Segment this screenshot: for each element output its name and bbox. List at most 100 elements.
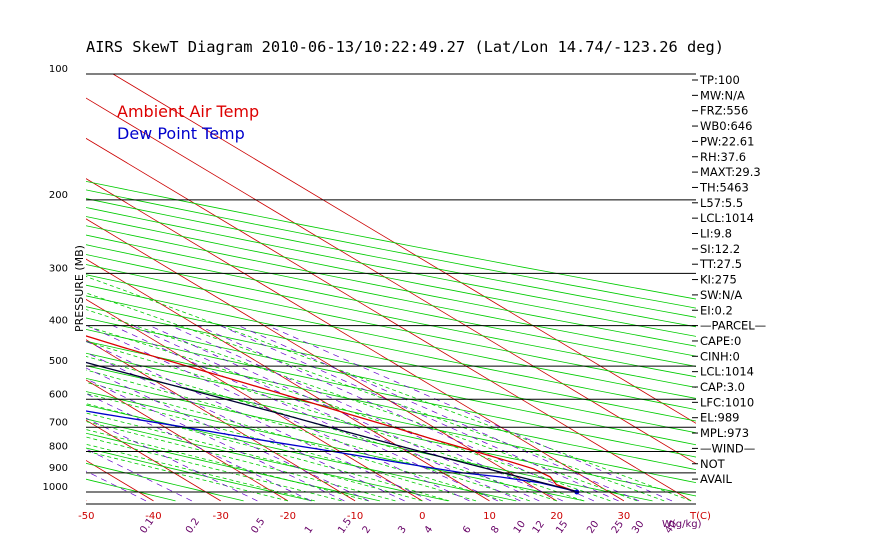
index-entry: MW:N/A [700, 88, 745, 102]
bottom-temp-tick-label: -50 [78, 511, 94, 522]
moist-adiabat [86, 381, 504, 502]
mixing-ratio-tick-label: 0.5 [249, 516, 267, 535]
index-entry: LCL:1014 [700, 365, 754, 379]
mixing-ratio-line [86, 367, 369, 502]
index-entry: LFC:1010 [700, 395, 754, 409]
isotherm-line [112, 74, 696, 424]
dry-adiabat [86, 180, 696, 300]
mixing-ratio-tick-label: 20 [585, 519, 601, 536]
dry-adiabat [86, 462, 244, 502]
index-entry: CAP:3.0 [700, 380, 745, 394]
isotherm-line [86, 419, 221, 502]
mixing-ratio-line [198, 325, 595, 502]
dry-adiabat [86, 365, 696, 497]
mixing-ratio-tick-label: 8 [489, 524, 502, 536]
index-entry: L57:5.5 [700, 196, 743, 210]
index-entry: FRZ:556 [700, 104, 748, 118]
index-entry: WB0:646 [700, 119, 752, 133]
legend-air-temp: Ambient Air Temp [117, 102, 259, 121]
dry-adiabat [86, 391, 585, 502]
index-entry: LI:9.8 [700, 227, 732, 241]
mixing-ratio-tick-label: 3 [396, 524, 409, 536]
y-axis-label: PRESSURE (MB) [73, 245, 86, 332]
mixing-ratio-tick-label: 1 [303, 524, 316, 536]
index-entry: PW:22.61 [700, 134, 754, 148]
bottom-temp-unit: T(C) [689, 511, 711, 522]
index-entry: RH:37.6 [700, 150, 746, 164]
isotherm-line [86, 137, 692, 502]
moist-adiabat [86, 325, 611, 502]
mixing-ratio-line [86, 378, 345, 502]
mixing-ratio-tick-label: 6 [461, 524, 474, 536]
moist-adiabat [86, 292, 665, 502]
index-entry: LCL:1014 [700, 211, 754, 225]
dry-adiabat [86, 198, 696, 318]
mixing-ratio-tick-label: 4 [423, 524, 436, 536]
index-entry: NOT [700, 457, 726, 471]
moist-adiabat [86, 275, 692, 502]
mixing-ratio-line [132, 325, 521, 502]
mixing-ratio-line [86, 393, 312, 502]
mixing-ratio-line [238, 325, 640, 502]
series-dew-point-temp [86, 410, 580, 493]
index-entry: CINH:0 [700, 349, 740, 363]
mixing-ratio-line [86, 448, 192, 502]
mixing-ratio-line [86, 470, 147, 502]
isotherm-line [86, 339, 356, 502]
dry-adiabat [86, 340, 696, 471]
dry-adiabat [86, 377, 653, 502]
bottom-temp-tick-label: 10 [483, 511, 496, 522]
bottom-temp-tick-label: 0 [419, 511, 425, 522]
bottom-temp-tick-label: -10 [347, 511, 363, 522]
dry-adiabat [86, 189, 696, 309]
dry-adiabat [86, 317, 696, 446]
pressure-tick-label: 900 [49, 463, 68, 474]
mixing-ratio-line [149, 325, 540, 502]
pressure-tick-label: 300 [49, 263, 68, 274]
index-entry: MPL:973 [700, 426, 749, 440]
index-entry: KI:275 [700, 273, 737, 287]
index-entry: CAPE:0 [700, 334, 741, 348]
index-entry: EL:989 [700, 411, 740, 425]
chart-title: AIRS SkewT Diagram 2010-06-13/10:22:49.2… [86, 38, 724, 56]
index-entry: MAXT:29.3 [700, 165, 761, 179]
pressure-tick-label: 100 [49, 64, 68, 75]
isotherm-line [86, 298, 423, 502]
pressure-tick-label: 600 [49, 389, 68, 400]
mixing-ratio-tick-label: 30 [630, 519, 646, 536]
dry-adiabat [86, 404, 517, 502]
isotherm-line [86, 379, 289, 502]
dry-adiabat [86, 284, 696, 411]
mixing-ratio-line [87, 325, 470, 502]
bottom-temp-tick-label: -30 [213, 511, 229, 522]
mixing-ratio-tick-label: 12 [531, 519, 547, 536]
dry-adiabat [86, 216, 696, 337]
pressure-tick-label: 700 [49, 417, 68, 428]
index-entry: TH:5463 [699, 180, 749, 194]
legend-dew-point: Dew Point Temp [117, 124, 245, 143]
mixing-ratio-line [86, 352, 405, 502]
pressure-tick-label: 400 [49, 316, 68, 327]
mixing-ratio-line [86, 340, 432, 502]
bottom-temp-tick-label: -20 [280, 511, 296, 522]
bottom-temp-tick-label: 20 [550, 511, 563, 522]
moist-adiabat [86, 436, 342, 502]
legend: Ambient Air Temp Dew Point Temp [117, 102, 259, 143]
pressure-tick-label: 200 [49, 190, 68, 201]
grid-lines [86, 74, 696, 502]
dry-adiabat [86, 295, 696, 422]
pressure-tick-label: 800 [49, 441, 68, 452]
pressure-tick-label: 1000 [43, 482, 68, 493]
index-entry: EI:0.2 [700, 303, 733, 317]
dry-adiabat [86, 234, 696, 357]
dry-adiabat [86, 306, 696, 434]
mixing-ratio-tick-label: 10 [512, 519, 528, 536]
mixing-ratio-tick-label: 0.2 [184, 516, 202, 535]
moist-adiabat [86, 429, 369, 502]
index-entry: SI:12.2 [700, 242, 740, 256]
dry-adiabat [86, 447, 312, 502]
index-entry: AVAIL [700, 472, 733, 486]
moist-adiabat [86, 421, 396, 502]
index-entry: TP:100 [699, 73, 740, 87]
moist-adiabat [86, 393, 477, 502]
